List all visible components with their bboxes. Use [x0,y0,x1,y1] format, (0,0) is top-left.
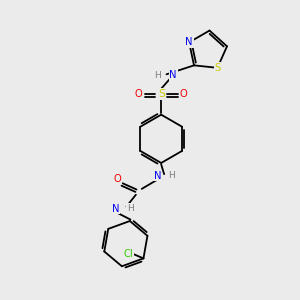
Text: H: H [168,171,175,180]
Text: Cl: Cl [123,249,133,259]
Text: H: H [127,204,134,213]
Text: O: O [135,89,143,99]
Text: S: S [158,89,165,99]
Text: N: N [112,204,119,214]
Text: S: S [214,63,220,73]
Text: N: N [154,171,161,181]
Text: N: N [185,37,193,47]
Text: H: H [154,71,161,80]
Text: O: O [180,89,188,99]
Text: N: N [169,70,177,80]
Text: O: O [114,174,122,184]
